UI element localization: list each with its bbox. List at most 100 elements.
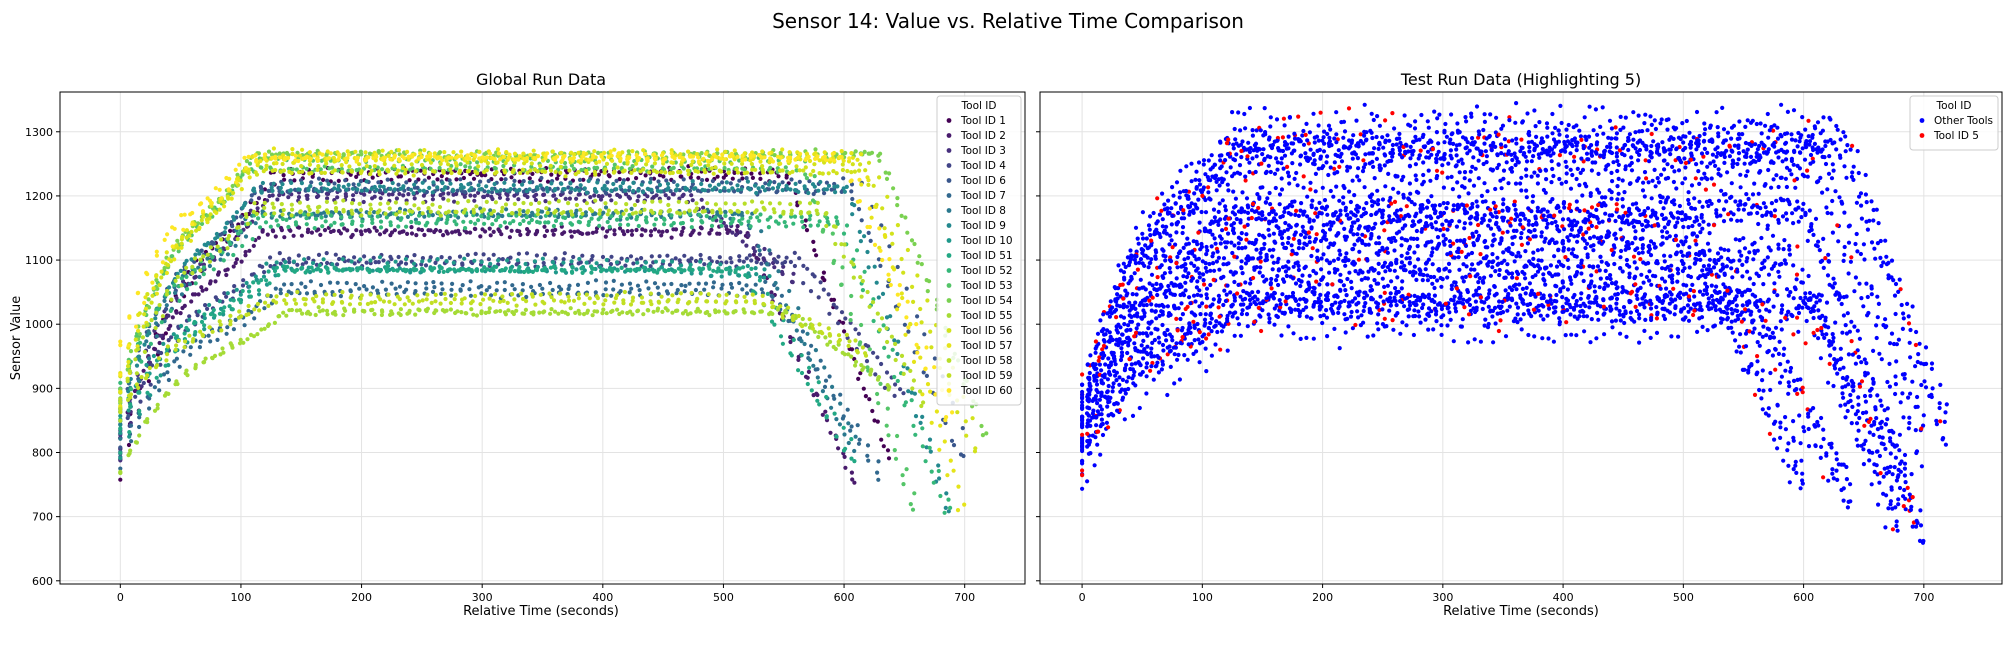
data-point [852, 480, 857, 485]
data-point [190, 271, 195, 276]
data-point [463, 164, 468, 169]
data-point [748, 215, 753, 220]
data-point [498, 223, 503, 229]
data-point [928, 389, 933, 394]
data-point [230, 307, 235, 312]
data-point [279, 202, 284, 207]
data-point [397, 191, 402, 197]
data-point [738, 230, 743, 235]
data-point [444, 259, 449, 264]
data-point [772, 210, 777, 215]
data-point [442, 291, 447, 296]
data-point [732, 202, 737, 207]
data-point [527, 176, 532, 181]
data-point [174, 356, 179, 361]
data-point [287, 260, 292, 265]
data-point [622, 232, 627, 237]
data-point [357, 201, 362, 206]
data-point [474, 204, 479, 209]
data-point [505, 258, 510, 263]
data-point [719, 223, 724, 228]
data-point [481, 156, 486, 161]
data-point [404, 224, 409, 229]
data-point [246, 303, 251, 309]
data-point [164, 358, 169, 363]
data-point [973, 446, 978, 451]
data-point [790, 280, 795, 285]
data-point [557, 284, 562, 289]
data-point [872, 242, 878, 247]
data-point [628, 254, 634, 259]
data-point [753, 282, 758, 287]
data-point [420, 298, 425, 303]
data-point [662, 268, 667, 273]
data-point [280, 212, 285, 217]
data-point [831, 344, 836, 350]
data-point [792, 263, 798, 269]
data-point [453, 161, 458, 166]
data-point [516, 157, 521, 162]
data-point [228, 319, 233, 324]
data-point [862, 269, 867, 274]
data-point [901, 482, 906, 487]
data-point [411, 173, 416, 178]
data-point [462, 194, 467, 199]
data-point [639, 182, 644, 187]
data-point [265, 232, 270, 237]
data-point [252, 201, 257, 206]
data-point [396, 182, 401, 187]
data-point [291, 259, 296, 264]
data-point [824, 414, 829, 419]
data-point [118, 380, 123, 385]
data-point [449, 170, 454, 176]
data-point [732, 148, 737, 153]
data-point [925, 289, 930, 294]
data-point [661, 174, 666, 179]
data-point [441, 233, 446, 238]
data-point [696, 159, 702, 164]
data-point [291, 268, 296, 273]
data-point [685, 312, 691, 317]
data-point [332, 266, 337, 271]
data-point [735, 154, 740, 160]
data-point [888, 314, 893, 319]
data-point [419, 154, 424, 160]
data-point [243, 249, 248, 255]
data-point [316, 189, 321, 194]
data-point [719, 274, 724, 279]
data-point [238, 300, 243, 305]
data-point [241, 340, 246, 345]
data-point [164, 270, 169, 276]
data-point [679, 232, 684, 237]
data-point [470, 299, 475, 304]
data-point [783, 259, 788, 265]
data-point [797, 168, 802, 173]
data-point [165, 344, 170, 349]
data-point [638, 169, 643, 174]
data-point [133, 337, 138, 342]
data-point [326, 181, 331, 187]
data-point [724, 180, 729, 185]
data-point [910, 507, 916, 512]
data-point [831, 302, 836, 307]
data-point [437, 151, 442, 156]
data-point [529, 284, 534, 289]
data-point [641, 300, 646, 305]
data-point [617, 177, 622, 182]
data-point [137, 424, 142, 430]
data-point [296, 187, 301, 192]
data-point [486, 189, 491, 194]
data-point [127, 430, 132, 435]
data-point [455, 200, 460, 205]
data-point [791, 314, 796, 319]
data-point [272, 211, 277, 216]
data-point [876, 459, 881, 464]
data-point [397, 209, 402, 214]
data-point [140, 335, 145, 340]
data-point [335, 195, 340, 200]
data-point [313, 312, 318, 318]
data-point [464, 156, 469, 161]
data-point [450, 230, 455, 235]
data-point [783, 308, 788, 314]
data-point [475, 160, 480, 165]
